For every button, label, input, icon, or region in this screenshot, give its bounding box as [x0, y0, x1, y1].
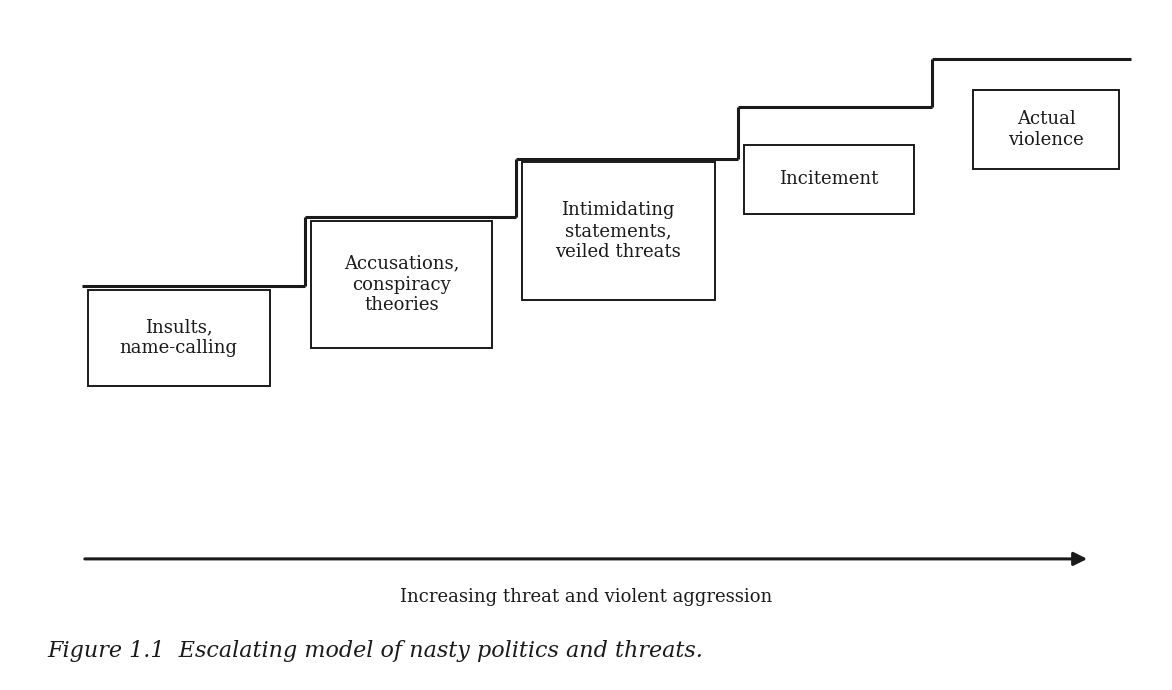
FancyBboxPatch shape	[522, 162, 715, 300]
FancyBboxPatch shape	[88, 290, 270, 386]
FancyBboxPatch shape	[744, 145, 914, 214]
Text: Accusations,
conspiracy
theories: Accusations, conspiracy theories	[343, 255, 459, 315]
Text: Intimidating
statements,
veiled threats: Intimidating statements, veiled threats	[556, 201, 681, 261]
Text: Figure 1.1  Escalating model of nasty politics and threats.: Figure 1.1 Escalating model of nasty pol…	[47, 640, 703, 662]
Text: Incitement: Incitement	[779, 170, 879, 188]
Text: Increasing threat and violent aggression: Increasing threat and violent aggression	[400, 588, 772, 606]
FancyBboxPatch shape	[311, 221, 492, 348]
Text: Actual
violence: Actual violence	[1008, 110, 1084, 149]
Text: Insults,
name-calling: Insults, name-calling	[120, 319, 238, 357]
FancyBboxPatch shape	[973, 90, 1119, 169]
